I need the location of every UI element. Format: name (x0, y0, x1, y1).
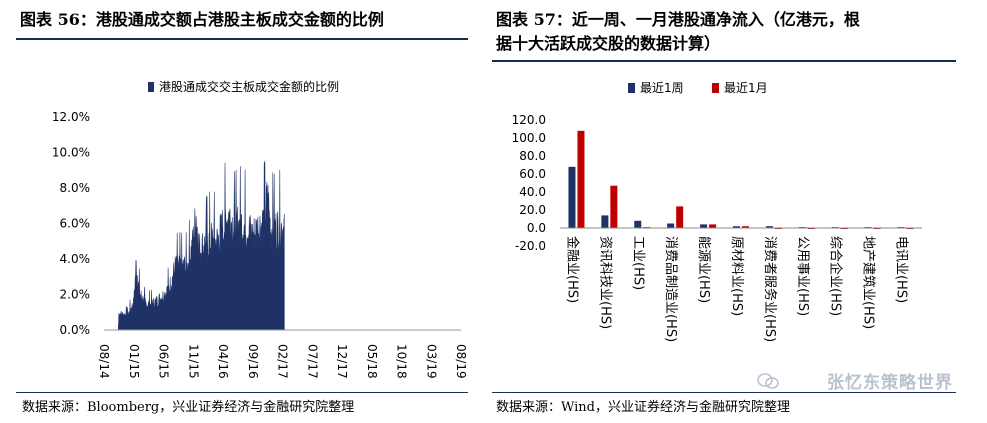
legend-week: 最近1周 (628, 79, 684, 96)
right-bar-chart: 120.0 100.0 80.0 60.0 40.0 20.0 0.0 -20.0 金融业(HS… (512, 113, 922, 342)
left-x-tick-label: 12/17 (335, 344, 349, 379)
right-category-label: 地产建筑业(HS) (861, 236, 877, 329)
legend-month-label: 最近1月 (724, 81, 768, 95)
left-x-tick-label: 07/17 (305, 344, 319, 379)
left-x-tick-label: 11/15 (186, 344, 200, 379)
right-category-label: 金融业(HS) (564, 236, 580, 303)
legend-week-label: 最近1周 (640, 81, 684, 95)
right-category-label: 原材料业(HS) (729, 236, 744, 316)
left-legend-label: 港股通成交交主板成交金额的比例 (159, 79, 339, 94)
right-y-tick-label: 120.0 (512, 113, 546, 127)
bar-month (577, 130, 585, 228)
bar-week (667, 223, 675, 228)
legend-week-swatch (628, 82, 635, 93)
left-legend: 港股通成交交主板成交金额的比例 (148, 79, 339, 94)
right-category-label: 资讯科技业(HS) (597, 236, 612, 329)
left-y-tick-label: 10.0% (52, 146, 90, 160)
left-x-tick-label: 06/15 (157, 344, 171, 379)
left-area-chart: 港股通成交交主板成交金额的比例 12.0% 10.0% 8.0% 6.0% 4.0% 2.0… (52, 79, 468, 379)
right-category-label: 综合企业(HS) (828, 236, 844, 316)
left-y-tick-label: 8.0% (60, 181, 91, 195)
left-legend-swatch (148, 82, 154, 92)
legend-month-swatch (712, 82, 719, 93)
right-category-label: 消费品制造业(HS) (663, 236, 678, 342)
watermark-text: 张忆东策略世界 (827, 373, 953, 393)
bar-month (610, 185, 618, 228)
left-y-tick-label: 4.0% (60, 252, 91, 266)
bar-week (601, 215, 609, 228)
left-x-tick-label: 04/16 (216, 344, 230, 379)
right-chart-title-line2: 据十大活跃成交股的数据计算） (496, 34, 721, 53)
bar-week (568, 166, 576, 228)
right-y-tick-label: 40.0 (519, 185, 546, 199)
right-y-tick-label: 0.0 (527, 221, 546, 235)
right-category-label: 消费者服务业(HS) (762, 236, 778, 342)
right-category-label: 能源业(HS) (696, 236, 711, 303)
bar-month (742, 226, 749, 228)
bar-month (676, 206, 684, 228)
left-source-note: 数据来源：Bloomberg，兴业证券经济与金融研究院整理 (22, 400, 355, 415)
left-area-series (104, 160, 285, 331)
left-x-tick-label: 08/19 (454, 344, 468, 379)
left-x-tick-label: 09/16 (246, 344, 260, 379)
left-x-tick-label: 08/14 (97, 344, 111, 379)
bar-month (709, 224, 717, 228)
left-y-tick-label: 6.0% (60, 217, 91, 231)
right-category-label: 电讯业(HS) (894, 236, 909, 303)
bar-week (733, 226, 740, 228)
left-x-tick-label: 03/19 (424, 344, 438, 379)
left-y-tick-label: 0.0% (60, 323, 91, 337)
bar-week (700, 224, 708, 228)
right-y-tick-label: 60.0 (519, 167, 546, 181)
left-title-rule (16, 38, 468, 40)
right-y-tick-label: 80.0 (519, 149, 546, 163)
left-chart-title: 图表 56：港股通成交额占港股主板成交金额的比例 (20, 10, 384, 29)
left-x-tick-label: 10/18 (395, 344, 409, 379)
left-x-tick-label: 01/15 (127, 344, 141, 379)
right-chart-title-line1: 图表 57：近一周、一月港股通净流入（亿港元，根 (496, 10, 860, 29)
right-y-tick-label: 100.0 (512, 131, 546, 145)
bar-week (634, 220, 642, 228)
right-bottom-rule (492, 392, 956, 393)
right-category-label: 公用事业(HS) (795, 236, 810, 316)
right-source-note: 数据来源：Wind，兴业证券经济与金融研究院整理 (496, 400, 790, 415)
right-title-rule (492, 60, 956, 62)
right-category-label: 工业(HS) (630, 236, 645, 290)
left-y-tick-label: 2.0% (60, 288, 91, 302)
right-y-tick-label: 20.0 (519, 203, 546, 217)
wechat-icon (757, 373, 779, 389)
right-y-tick-label: -20.0 (515, 239, 546, 253)
left-x-tick-label: 05/18 (365, 344, 379, 379)
bar-week (765, 226, 773, 228)
left-bottom-rule (16, 392, 468, 393)
left-x-tick-label: 02/17 (276, 344, 290, 379)
left-y-tick-label: 12.0% (52, 110, 90, 124)
legend-month: 最近1月 (712, 79, 768, 96)
